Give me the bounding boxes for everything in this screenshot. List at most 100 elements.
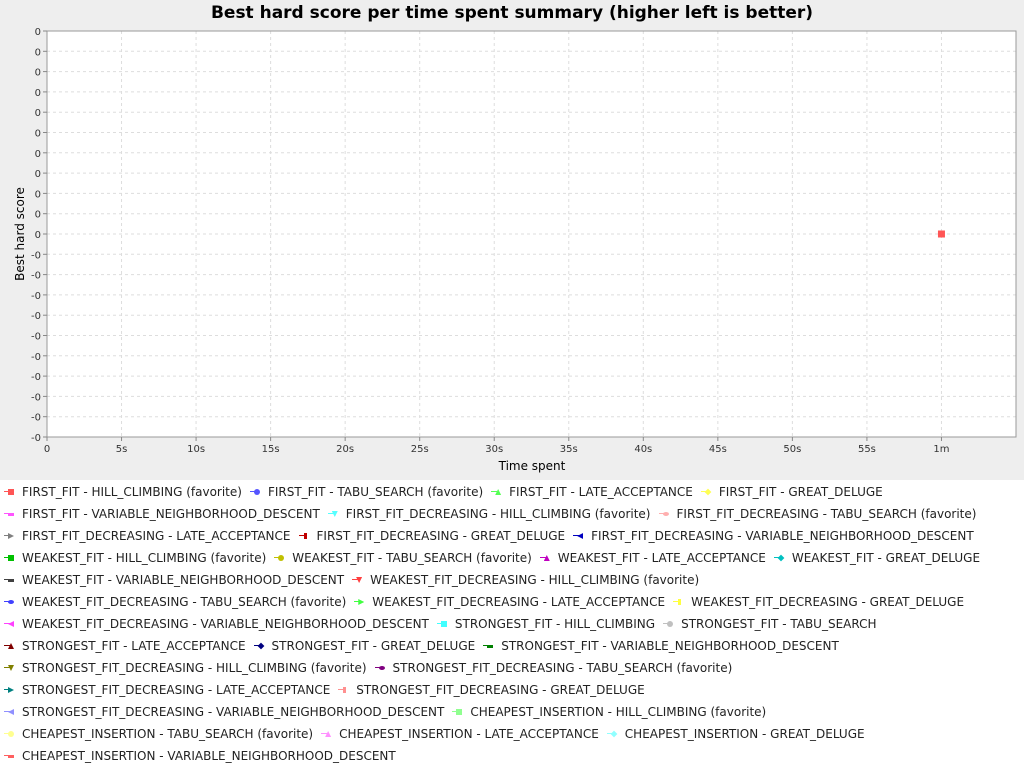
- legend-item: WEAKEST_FIT_DECREASING - VARIABLE_NEIGHB…: [4, 617, 429, 631]
- legend-item: CHEAPEST_INSERTION - TABU_SEARCH (favori…: [4, 727, 313, 741]
- legend-label: WEAKEST_FIT_DECREASING - TABU_SEARCH (fa…: [22, 595, 347, 609]
- legend-label: CHEAPEST_INSERTION - VARIABLE_NEIGHBORHO…: [22, 749, 396, 763]
- legend-label: FIRST_FIT_DECREASING - LATE_ACCEPTANCE: [22, 529, 291, 543]
- x-tick-label: 10s: [187, 444, 205, 455]
- legend-label: WEAKEST_FIT - LATE_ACCEPTANCE: [557, 551, 766, 565]
- legend-label: STRONGEST_FIT - HILL_CLIMBING: [454, 617, 656, 631]
- legend-item: CHEAPEST_INSERTION - VARIABLE_NEIGHBORHO…: [4, 749, 396, 763]
- legend-item: WEAKEST_FIT - TABU_SEARCH (favorite): [274, 551, 532, 565]
- legend-row: WEAKEST_FIT_DECREASING - TABU_SEARCH (fa…: [4, 591, 972, 613]
- legend-label: CHEAPEST_INSERTION - TABU_SEARCH (favori…: [22, 727, 314, 741]
- legend-label: CHEAPEST_INSERTION - HILL_CLIMBING (favo…: [470, 705, 767, 719]
- legend-label: WEAKEST_FIT - TABU_SEARCH (favorite): [292, 551, 532, 565]
- x-tick-label: 1m: [933, 444, 949, 455]
- legend-label: WEAKEST_FIT_DECREASING - GREAT_DELUGE: [691, 595, 965, 609]
- legend-item: FIRST_FIT_DECREASING - GREAT_DELUGE: [298, 529, 565, 543]
- x-axis-label: Time spent: [498, 459, 566, 473]
- legend-item: STRONGEST_FIT_DECREASING - LATE_ACCEPTAN…: [4, 683, 330, 697]
- legend-label: FIRST_FIT - VARIABLE_NEIGHBORHOOD_DESCEN…: [22, 507, 320, 521]
- legend-marker-icon: [4, 663, 18, 673]
- legend-row: CHEAPEST_INSERTION - TABU_SEARCH (favori…: [4, 723, 873, 745]
- legend-row: STRONGEST_FIT_DECREASING - LATE_ACCEPTAN…: [4, 679, 653, 701]
- y-tick-label: 0: [35, 169, 41, 180]
- y-tick-label: -0: [31, 352, 41, 363]
- x-tick-label: 0: [44, 444, 50, 455]
- legend-label: CHEAPEST_INSERTION - LATE_ACCEPTANCE: [339, 727, 599, 741]
- legend-label: STRONGEST_FIT_DECREASING - VARIABLE_NEIG…: [22, 705, 445, 719]
- legend-marker-icon: [573, 531, 587, 541]
- plot-background: [47, 31, 1016, 437]
- legend-label: FIRST_FIT_DECREASING - VARIABLE_NEIGHBOR…: [591, 529, 974, 543]
- legend-marker-icon: [773, 553, 788, 563]
- x-tick-label: 45s: [709, 444, 727, 455]
- legend-marker-icon: [298, 531, 313, 541]
- legend-marker-icon: [606, 729, 621, 739]
- y-tick-label: -0: [31, 372, 41, 383]
- legend-marker-icon: [4, 751, 18, 761]
- y-tick-label: -0: [31, 413, 41, 424]
- legend-row: FIRST_FIT - VARIABLE_NEIGHBORHOOD_DESCEN…: [4, 503, 984, 525]
- legend-marker-icon: [4, 685, 18, 695]
- legend-item: STRONGEST_FIT - LATE_ACCEPTANCE: [4, 639, 246, 653]
- y-tick-label: -0: [31, 291, 41, 302]
- legend-label: WEAKEST_FIT_DECREASING - HILL_CLIMBING (…: [370, 573, 700, 587]
- y-tick-label: 0: [35, 189, 41, 200]
- y-tick-label: 0: [35, 230, 41, 241]
- y-tick-label: -0: [31, 433, 41, 444]
- legend-item: FIRST_FIT_DECREASING - TABU_SEARCH (favo…: [658, 507, 976, 521]
- y-tick-label: 0: [35, 68, 41, 79]
- legend-label: FIRST_FIT - GREAT_DELUGE: [718, 485, 883, 499]
- y-tick-label: 0: [35, 210, 41, 221]
- legend-marker-icon: [352, 575, 366, 585]
- legend-marker-icon: [700, 487, 715, 497]
- legend-marker-icon: [4, 531, 18, 541]
- legend-item: WEAKEST_FIT_DECREASING - GREAT_DELUGE: [673, 595, 964, 609]
- legend-marker-icon: [4, 707, 18, 717]
- legend-item: STRONGEST_FIT - HILL_CLIMBING: [436, 617, 656, 631]
- legend-item: STRONGEST_FIT_DECREASING - HILL_CLIMBING…: [4, 661, 367, 675]
- legend-marker-icon: [673, 597, 687, 607]
- legend-marker-icon: [338, 685, 352, 695]
- legend-item: WEAKEST_FIT_DECREASING - TABU_SEARCH (fa…: [4, 595, 346, 609]
- legend-row: STRONGEST_FIT_DECREASING - VARIABLE_NEIG…: [4, 701, 774, 723]
- legend-label: STRONGEST_FIT - TABU_SEARCH: [681, 617, 877, 631]
- legend-marker-icon: [249, 487, 264, 497]
- data-point: [937, 230, 945, 238]
- legend-item: FIRST_FIT_DECREASING - HILL_CLIMBING (fa…: [327, 507, 651, 521]
- grid: [47, 31, 1016, 437]
- legend-marker-icon: [539, 553, 554, 563]
- legend-marker-icon: [4, 575, 18, 585]
- legend-item: FIRST_FIT_DECREASING - LATE_ACCEPTANCE: [4, 529, 291, 543]
- y-tick-label: -0: [31, 250, 41, 261]
- legend-marker-icon: [4, 619, 18, 629]
- legend-label: WEAKEST_FIT_DECREASING - VARIABLE_NEIGHB…: [22, 617, 429, 631]
- legend-marker-icon: [4, 487, 18, 497]
- legend-item: CHEAPEST_INSERTION - HILL_CLIMBING (favo…: [452, 705, 766, 719]
- legend-item: STRONGEST_FIT - VARIABLE_NEIGHBORHOOD_DE…: [483, 639, 839, 653]
- legend-marker-icon: [4, 641, 18, 651]
- legend-label: STRONGEST_FIT_DECREASING - HILL_CLIMBING…: [22, 661, 367, 675]
- legend-marker-icon: [436, 619, 451, 629]
- legend-marker-icon: [253, 641, 268, 651]
- legend-label: WEAKEST_FIT - VARIABLE_NEIGHBORHOOD_DESC…: [22, 573, 345, 587]
- legend-label: STRONGEST_FIT_DECREASING - GREAT_DELUGE: [356, 683, 645, 697]
- y-tick-label: -0: [31, 271, 41, 282]
- legend-label: STRONGEST_FIT_DECREASING - LATE_ACCEPTAN…: [22, 683, 331, 697]
- legend-label: WEAKEST_FIT - HILL_CLIMBING (favorite): [22, 551, 267, 565]
- legend-item: CHEAPEST_INSERTION - GREAT_DELUGE: [606, 727, 865, 741]
- y-tick-label: 0: [35, 149, 41, 160]
- legend-label: STRONGEST_FIT - VARIABLE_NEIGHBORHOOD_DE…: [501, 639, 839, 653]
- legend-marker-icon: [374, 663, 389, 673]
- legend-label: STRONGEST_FIT - GREAT_DELUGE: [271, 639, 476, 653]
- legend-label: FIRST_FIT - TABU_SEARCH (favorite): [267, 485, 484, 499]
- legend-item: STRONGEST_FIT_DECREASING - GREAT_DELUGE: [338, 683, 645, 697]
- legend-marker-icon: [274, 553, 288, 563]
- y-tick-label: 0: [35, 108, 41, 119]
- y-tick-label: -0: [31, 332, 41, 343]
- chart-title: Best hard score per time spent summary (…: [210, 3, 814, 23]
- legend-label: FIRST_FIT_DECREASING - HILL_CLIMBING (fa…: [345, 507, 651, 521]
- legend-label: WEAKEST_FIT - GREAT_DELUGE: [791, 551, 981, 565]
- x-tick-label: 40s: [634, 444, 652, 455]
- x-axis: 0 5s 10s 15s 20s 25s 30s 35s 40s 45s 50s 55s 1m: [44, 437, 950, 455]
